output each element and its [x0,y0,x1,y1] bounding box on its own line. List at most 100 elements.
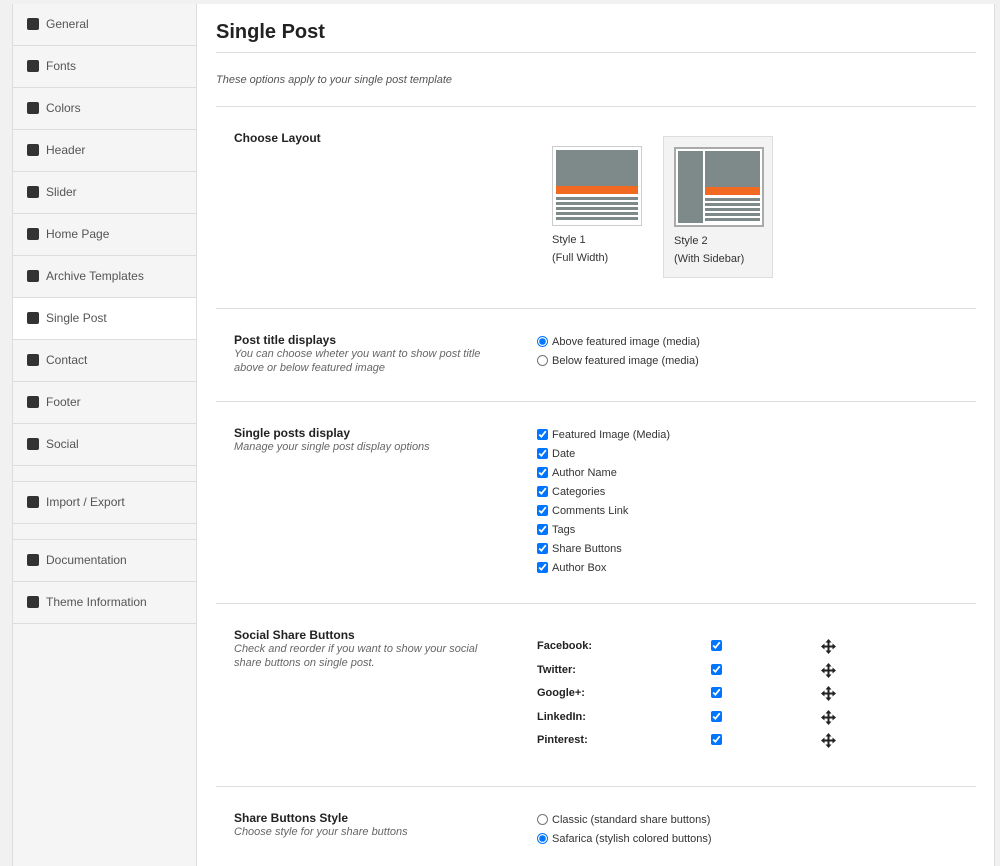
menu-item[interactable]: Header [13,130,196,172]
layout-caption: (With Sidebar) [674,253,745,265]
checkbox-option[interactable]: Categories [537,485,605,499]
option-label: Safarica (stylish colored buttons) [552,833,712,845]
option-label: Author Name [552,467,617,479]
radio[interactable] [537,833,548,844]
option-label: Comments Link [552,505,629,517]
menu-icon [27,60,39,72]
section-label: Share Buttons Style [234,811,349,825]
radio-option[interactable]: Safarica (stylish colored buttons) [537,832,712,846]
drag-handle[interactable] [821,662,836,678]
menu-item[interactable]: Colors [13,88,196,130]
menu-label: Footer [46,395,81,409]
menu-label: General [46,17,89,31]
section-label: Single posts display [234,426,351,440]
section-help: Manage your single post display options [234,441,430,453]
checkbox[interactable] [537,524,548,535]
menu-label: Colors [46,101,81,115]
drag-handle[interactable] [821,686,836,702]
section-help: Choose style for your share buttons [234,826,408,838]
radio-option[interactable]: Below featured image (media) [537,354,699,368]
menu-item[interactable]: Documentation [13,540,196,582]
radio[interactable] [537,336,548,347]
menu-icon [27,438,39,450]
menu-label: Slider [46,185,77,199]
layout-option[interactable]: Style 1 (Full Width) [542,136,650,276]
layout-name: Style 2 [674,235,708,247]
menu-item[interactable]: Fonts [13,46,196,88]
move-icon [821,662,836,678]
option-label: Below featured image (media) [552,355,699,367]
radio-option[interactable]: Classic (standard share buttons) [537,813,710,827]
option-label: Classic (standard share buttons) [552,814,711,826]
move-icon [821,709,836,725]
section-help: Check and reorder if you want to show yo… [234,643,478,669]
menu-item[interactable]: Theme Information [13,582,196,624]
option-label: Categories [552,486,606,498]
menu-label: Fonts [46,59,77,73]
menu-item[interactable]: Slider [13,172,196,214]
menu-icon [27,144,39,156]
divider [216,52,976,53]
drag-handle[interactable] [821,733,836,749]
menu-icon [27,554,39,566]
checkbox[interactable] [537,448,548,459]
option-label: Share Buttons [552,543,622,555]
menu-label: Header [46,143,86,157]
checkbox-option[interactable]: Featured Image (Media) [537,428,670,442]
radio[interactable] [537,814,548,825]
menu-icon [27,354,39,366]
option-label: Featured Image (Media) [552,429,670,441]
drag-handle[interactable] [821,639,836,654]
checkbox-option[interactable]: Comments Link [537,504,628,518]
checkbox[interactable] [537,429,548,440]
checkbox[interactable] [537,505,548,516]
menu-item[interactable]: Import / Export [13,482,196,524]
menu-item[interactable]: Social [13,424,196,466]
checkbox-option[interactable]: Author Name [537,466,617,480]
layout-caption: (Full Width) [552,252,609,264]
layout-option[interactable]: Style 2 (With Sidebar) [663,136,773,278]
menu-label: Single Post [46,311,107,325]
menu-item[interactable]: Footer [13,382,196,424]
menu-label: Archive Templates [46,269,144,283]
network-checkbox[interactable] [711,640,722,651]
layout-name: Style 1 [552,234,586,246]
menu-item[interactable]: Single Post [13,298,198,340]
divider [216,786,976,787]
move-icon [821,686,836,702]
checkbox[interactable] [537,543,548,554]
menu-item[interactable]: Home Page [13,214,196,256]
menu-item[interactable]: Archive Templates [13,256,196,298]
page-description: These options apply to your single post … [216,74,453,86]
option-label: Author Box [552,562,607,574]
checkbox-option[interactable]: Author Box [537,561,606,575]
network-checkbox[interactable] [711,687,722,699]
section-label: Choose Layout [234,131,321,145]
checkbox[interactable] [537,562,548,573]
network-checkbox[interactable] [711,663,722,675]
menu-icon [27,312,39,324]
menu-icon [27,396,39,408]
radio[interactable] [537,355,548,366]
menu-item[interactable]: Contact [13,340,196,382]
section-help: You can choose wheter you want to show p… [234,348,481,374]
menu-label: Social [46,437,79,451]
page-title: Single Post [216,21,325,43]
menu-icon [27,270,39,282]
menu-item[interactable]: General [13,4,196,46]
menu-label: Theme Information [46,595,147,609]
checkbox[interactable] [537,467,548,478]
checkbox-option[interactable]: Tags [537,523,575,537]
network-name: Pinterest: [537,734,588,747]
network-checkbox[interactable] [711,734,722,746]
checkbox-option[interactable]: Share Buttons [537,542,622,556]
checkbox-option[interactable]: Date [537,447,575,461]
network-name: Facebook: [537,640,593,652]
network-checkbox[interactable] [711,710,722,722]
option-label: Tags [552,524,576,536]
main-panel: Single Post These options apply to your … [196,4,995,866]
drag-handle[interactable] [821,709,836,725]
radio-option[interactable]: Above featured image (media) [537,335,700,349]
checkbox[interactable] [537,486,548,497]
